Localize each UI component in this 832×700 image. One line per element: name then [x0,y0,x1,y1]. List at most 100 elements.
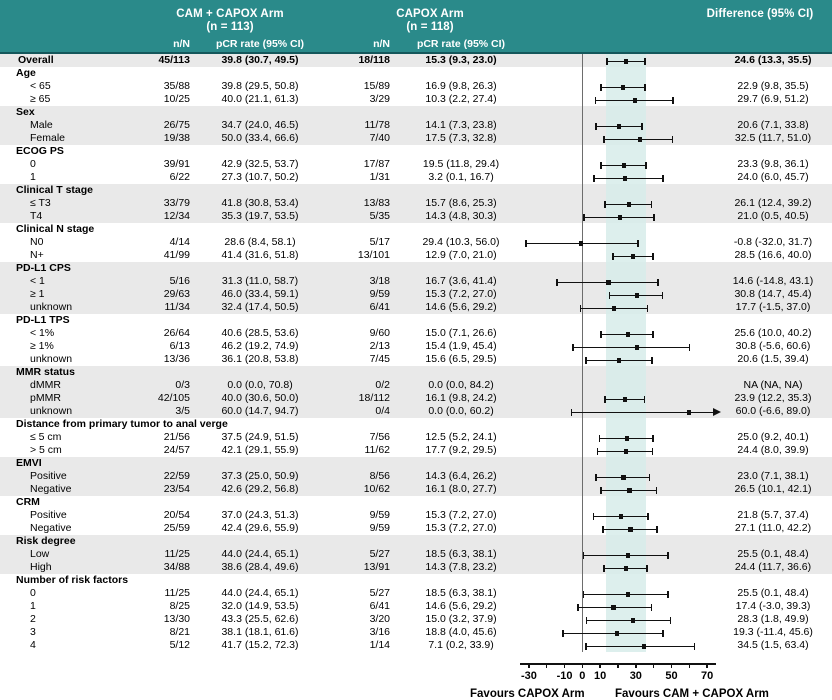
ci-line [572,346,691,349]
ci-cap-left [606,57,608,65]
subgroup-header-row: CRM [0,496,832,509]
row-difference: 27.1 (11.0, 42.2) [734,522,812,534]
row-rate-arm1: 40.0 (30.6, 50.0) [221,392,299,404]
axis-tick [688,663,691,668]
row-nN-arm2: 0/4 [375,405,390,417]
subgroup-title: Sex [16,106,35,118]
row-nN-arm2: 1/14 [369,639,390,651]
subgroup-header-row: Number of risk factors [0,574,832,587]
row-nN-arm1: 12/34 [163,210,190,222]
point-estimate-marker [617,215,622,220]
row-rate-arm1: 36.1 (20.8, 53.8) [221,353,299,365]
ci-cap-right [669,616,672,624]
header-rule [0,52,832,54]
row-label: 4 [30,639,36,651]
axis-tick [706,663,708,668]
row-nN-arm1: 24/57 [163,444,190,456]
axis-tick-label: 50 [665,670,678,682]
ci-cap-left [611,252,614,260]
row-rate-arm2: 29.4 (10.3, 56.0) [422,236,500,248]
ci-cap-right [662,174,664,182]
point-estimate-marker [628,527,633,532]
ci-cap-right [652,330,654,338]
row-rate-arm2: 0.0 (0.0, 84.2) [428,379,494,391]
ci-cap-right [688,343,691,351]
row-label: 1 [30,171,36,183]
row-label: Male [30,119,53,131]
row-label: N+ [30,249,44,261]
ci-cap-right [657,278,660,286]
row-difference: 17.4 (-3.0, 39.3) [735,600,811,612]
row-difference: 30.8 (-5.6, 60.6) [735,340,811,352]
row-nN-arm1: 3/5 [175,405,190,417]
table-row: 0 11/25 44.0 (24.4, 65.1) 5/27 18.5 (6.3, 38… [0,587,832,600]
ci-cap-right [648,473,651,481]
row-nN-arm1: 25/59 [163,522,190,534]
row-label: ≤ 5 cm [30,431,62,443]
ci-line [593,177,664,180]
row-rate-arm1: 38.6 (28.4, 49.6) [221,561,299,573]
subgroup-title: MMR status [16,366,75,378]
row-rate-arm2: 7.1 (0.2, 33.9) [428,639,494,651]
table-row: 1 6/22 27.3 (10.7, 50.2) 1/31 3.2 (0.1, 16.7… [0,171,832,184]
row-nN-arm1: 11/34 [164,301,191,313]
point-estimate-marker [620,85,626,90]
row-difference: 23.9 (12.2, 35.3) [734,392,812,404]
row-difference: 29.7 (6.9, 51.2) [737,93,809,105]
ci-line [562,632,664,635]
row-nN-arm2: 1/31 [369,171,390,183]
ci-cap-left [572,343,575,351]
row-nN-arm1: 21/56 [163,431,190,443]
row-rate-arm2: 19.5 (11.8, 29.4) [422,158,500,170]
row-nN-arm1: 26/64 [163,327,190,339]
row-label: pMMR [30,392,61,404]
row-rate-arm1: 40.6 (28.5, 53.6) [221,327,299,339]
row-label: T4 [30,210,43,222]
row-label: < 1 [30,275,45,287]
row-rate-arm1: 39.8 (30.7, 49.5) [221,54,299,66]
ci-cap-left [603,135,605,143]
row-nN-arm2: 5/35 [369,210,390,222]
row-nN-arm1: 34/88 [163,561,190,573]
row-label: 3 [30,626,36,638]
ci-cap-left [579,304,582,312]
row-difference: 17.7 (-1.5, 37.0) [735,301,811,313]
row-nN-arm1: 23/54 [163,483,190,495]
point-estimate-marker [625,553,630,558]
row-difference: NA (NA, NA) [743,379,803,391]
ci-cap-left [604,200,607,208]
row-nN-arm2: 11/78 [364,119,391,131]
row-label: ≥ 65 [30,93,51,105]
row-nN-arm1: 11/25 [164,548,191,560]
table-row: 2 13/30 43.3 (25.5, 62.6) 3/20 15.0 (3.2, 37… [0,613,832,626]
row-difference: 24.4 (8.0, 39.9) [737,444,809,456]
row-nN-arm2: 5/27 [369,587,390,599]
row-nN-arm2: 5/27 [369,548,390,560]
row-rate-arm2: 0.0 (0.0, 60.2) [428,405,494,417]
ci-cap-right [650,200,653,208]
favours-right-label: Favours CAM + CAPOX Arm [615,688,769,700]
axis-tick [670,663,673,668]
confidence-band [606,54,646,652]
subgroup-title: Clinical T stage [16,184,94,196]
row-rate-arm1: 0.0 (0.0, 70.8) [227,379,293,391]
table-header-band: CAM + CAPOX Arm (n = 113) CAPOX Arm (n =… [0,0,832,54]
row-nN-arm2: 7/45 [369,353,390,365]
row-nN-arm2: 7/56 [369,431,390,443]
row-nN-arm2: 2/13 [369,340,390,352]
row-label: 1 [30,600,36,612]
subgroup-title: Age [16,67,36,79]
row-rate-arm2: 15.3 (7.2, 27.0) [425,288,497,300]
subgroup-title: PD-L1 CPS [16,262,71,274]
axis-tick [528,663,530,668]
ci-cap-left [593,174,595,182]
row-rate-arm2: 16.1 (9.8, 24.2) [425,392,497,404]
row-nN-arm2: 17/87 [363,158,390,170]
row-difference: 25.5 (0.1, 48.4) [737,548,809,560]
row-nN-arm2: 3/18 [369,275,390,287]
row-rate-arm1: 44.0 (24.4, 65.1) [221,548,299,560]
table-row: ≥ 1% 6/13 46.2 (19.2, 74.9) 2/13 15.4 (1.9, … [0,340,832,353]
row-nN-arm2: 9/59 [369,522,390,534]
row-rate-arm2: 18.8 (4.0, 45.6) [425,626,497,638]
subgroup-title: EMVI [16,457,42,469]
